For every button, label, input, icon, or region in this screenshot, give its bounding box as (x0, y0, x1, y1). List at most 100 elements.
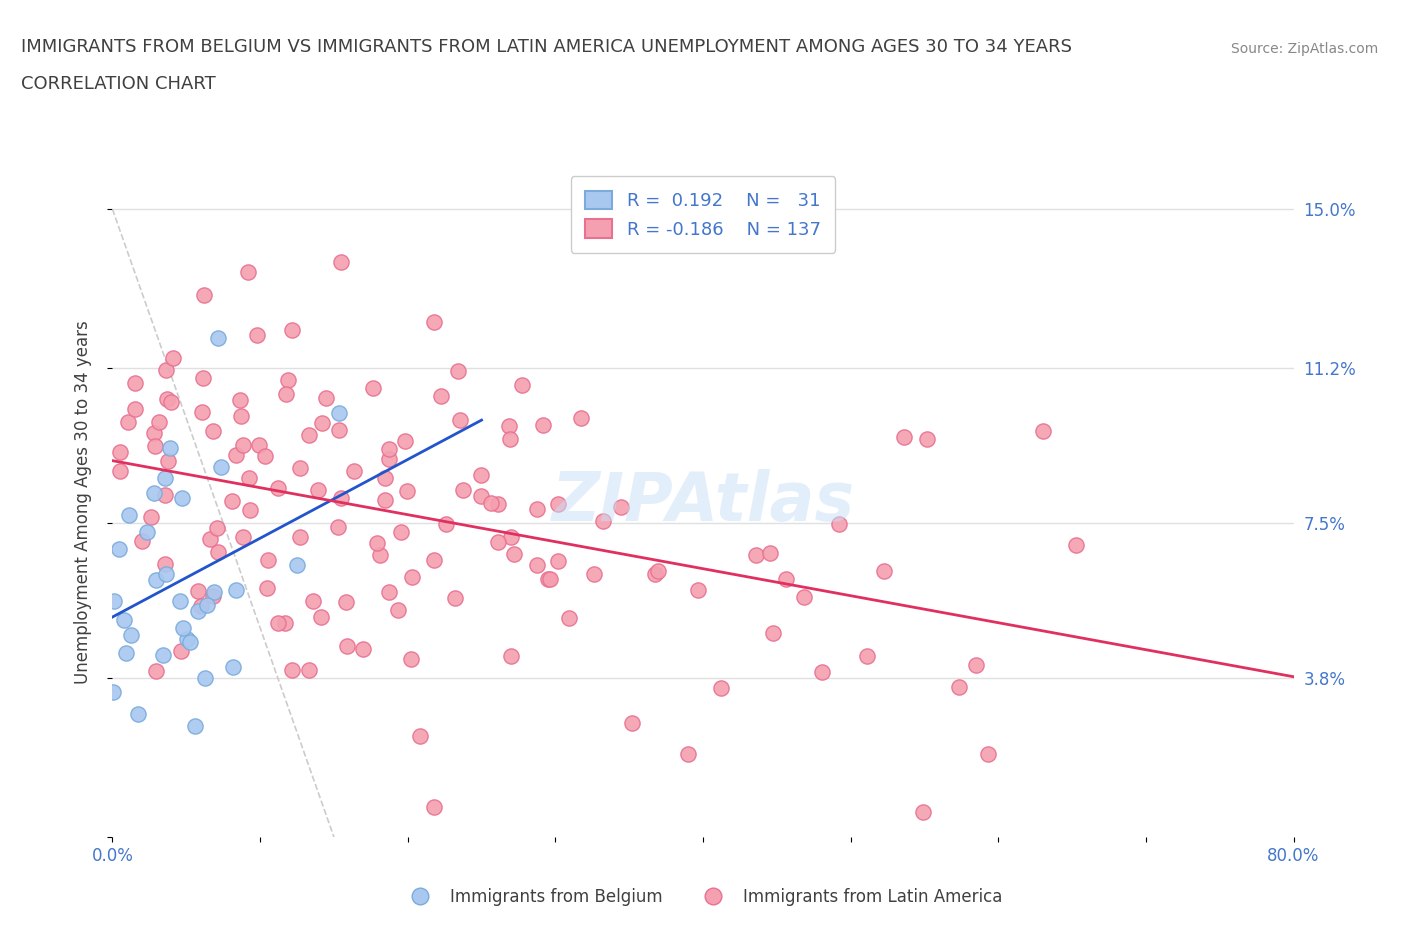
Point (620, 715, 643, 730)
Point (366, 536, 388, 551)
Point (965, 658, 987, 672)
Point (447, 363, 470, 378)
Point (194, 671, 217, 685)
Point (335, 595, 357, 610)
Point (307, 483, 329, 498)
Point (498, 419, 520, 434)
Point (423, 552, 446, 567)
Point (160, 394, 183, 409)
Point (225, 582, 247, 597)
Point (856, 649, 879, 664)
Point (449, 412, 471, 427)
Point (156, 392, 179, 406)
Point (678, 746, 700, 761)
Point (828, 516, 851, 531)
Point (232, 437, 254, 452)
Point (202, 589, 225, 604)
Point (246, 327, 269, 342)
Point (145, 663, 167, 678)
Point (644, 566, 666, 581)
Point (131, 534, 153, 549)
Point (143, 439, 166, 454)
Point (155, 362, 177, 377)
Point (127, 707, 149, 722)
Point (977, 747, 1000, 762)
Point (1066, 538, 1088, 552)
Point (389, 525, 412, 539)
Point (915, 432, 938, 446)
Point (152, 647, 174, 662)
Point (759, 546, 782, 561)
Point (486, 534, 509, 549)
Point (686, 582, 709, 597)
Point (1032, 423, 1054, 438)
Point (143, 425, 166, 440)
Point (387, 603, 409, 618)
Point (470, 468, 492, 483)
Point (225, 448, 247, 463)
Point (239, 503, 262, 518)
Point (434, 516, 457, 531)
Legend: R =  0.192    N =   31, R = -0.186    N = 137: R = 0.192 N = 31, R = -0.186 N = 137 (571, 177, 835, 253)
Point (201, 424, 224, 439)
Point (153, 488, 176, 503)
Point (422, 315, 444, 330)
Point (204, 584, 226, 599)
Point (479, 495, 502, 510)
Point (647, 565, 669, 579)
Point (526, 557, 548, 572)
Point (117, 414, 139, 429)
Text: CORRELATION CHART: CORRELATION CHART (21, 75, 217, 93)
Point (526, 502, 548, 517)
Point (247, 437, 270, 452)
Point (451, 483, 474, 498)
Point (470, 488, 492, 503)
Point (374, 470, 396, 485)
Point (274, 386, 297, 401)
Point (207, 544, 229, 559)
Point (609, 499, 631, 514)
Point (254, 448, 277, 463)
Point (229, 392, 252, 407)
Point (290, 460, 312, 475)
Y-axis label: Unemployment Among Ages 30 to 34 years: Unemployment Among Ages 30 to 34 years (73, 320, 91, 684)
Point (193, 287, 215, 302)
Point (547, 553, 569, 568)
Point (155, 566, 177, 581)
Point (301, 593, 323, 608)
Point (153, 556, 176, 571)
Point (162, 351, 184, 365)
Point (267, 481, 290, 496)
Point (229, 409, 252, 424)
Point (108, 464, 131, 479)
Point (110, 445, 132, 459)
Point (374, 493, 396, 508)
Point (315, 391, 337, 405)
Point (298, 428, 321, 443)
Point (443, 591, 465, 605)
Point (793, 590, 815, 604)
Point (120, 628, 142, 643)
Point (502, 547, 524, 562)
Point (238, 471, 260, 485)
Point (124, 376, 146, 391)
Point (170, 644, 193, 658)
Point (156, 453, 179, 468)
Point (352, 641, 374, 656)
Point (329, 255, 352, 270)
Point (893, 430, 915, 445)
Point (401, 569, 423, 584)
Point (547, 497, 569, 512)
Point (326, 520, 349, 535)
Point (328, 422, 350, 437)
Point (762, 625, 785, 640)
Point (775, 571, 797, 586)
Point (115, 645, 138, 660)
Point (745, 547, 768, 562)
Point (582, 566, 605, 581)
Point (169, 593, 191, 608)
Point (221, 494, 243, 509)
Point (288, 529, 311, 544)
Point (336, 639, 359, 654)
Point (200, 531, 222, 546)
